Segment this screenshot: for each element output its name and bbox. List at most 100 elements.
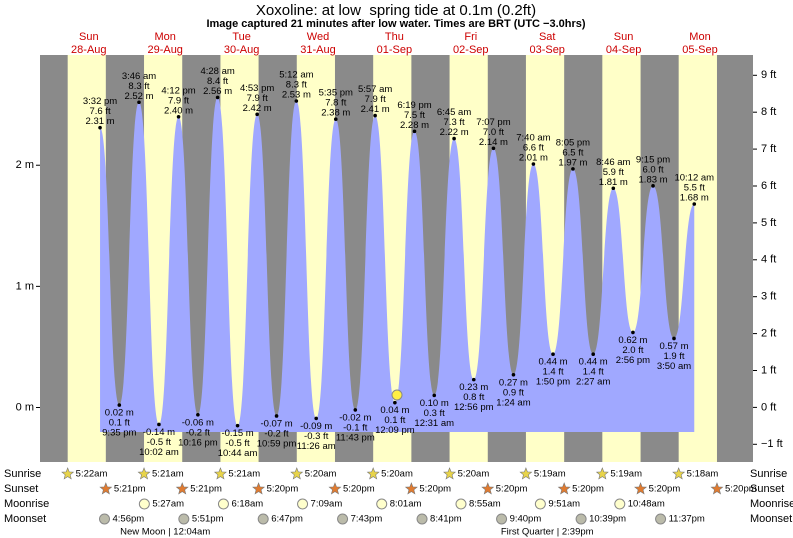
tide-time-label: 12:56 pm (454, 402, 494, 413)
day-date: 02-Sep (453, 44, 488, 56)
tide-time-label: 7:07 pm (476, 117, 510, 128)
icon (138, 498, 150, 510)
moonset-time: 4:56pm (113, 514, 145, 525)
tide-point (432, 393, 437, 398)
tide-feet-label: -0.2 ft (186, 427, 211, 438)
day-date: 04-Sep (606, 44, 641, 56)
tide-feet-label: 6.0 ft (642, 164, 663, 175)
tide-feet-label: 0.1 ft (109, 418, 130, 429)
tide-height-label: 0.10 m (420, 398, 449, 409)
tide-time-label: 1:24 am (496, 397, 530, 408)
tide-feet-label: 7.5 ft (404, 110, 425, 121)
sunset-time: 5:20pm (267, 484, 299, 495)
tide-time-label: 3:46 am (122, 71, 156, 82)
chart-subtitle: Image captured 21 minutes after low wate… (206, 18, 585, 30)
icon (328, 482, 342, 495)
tide-point (591, 352, 595, 356)
icon (217, 498, 229, 510)
y2-tick-label: 3 ft (761, 291, 776, 303)
tide-time-label: 10:02 am (139, 447, 179, 458)
sunrise-time: 5:21am (152, 469, 184, 480)
tide-time-label: 8:46 am (596, 157, 630, 168)
day-name: Sun (79, 31, 99, 43)
tide-height-label: 2.14 m (479, 137, 508, 148)
icon (575, 513, 587, 525)
row-label: Moonrise (4, 498, 49, 510)
icon (175, 482, 189, 495)
moonset-time: 8:41pm (430, 514, 462, 525)
tide-height-label: 2.38 m (321, 108, 350, 119)
sunset-time: 5:21pm (114, 484, 146, 495)
icon (137, 467, 151, 480)
icon (455, 498, 467, 510)
icon (672, 467, 686, 480)
tide-feet-label: 0.8 ft (463, 392, 484, 403)
tide-feet-label: 7.9 ft (247, 93, 268, 104)
tide-time-label: 12:31 am (414, 418, 454, 429)
tide-area (100, 97, 695, 432)
tide-feet-label: 8.4 ft (207, 76, 228, 87)
tide-point (137, 100, 141, 105)
icon (496, 513, 508, 525)
day-name: Sat (539, 31, 556, 43)
tide-height-label: 0.62 m (618, 335, 647, 346)
tide-feet-label: 0.3 ft (424, 408, 445, 419)
tide-feet-label: -0.5 ft (225, 438, 250, 449)
row-label: Sunrise (4, 468, 41, 480)
tide-point (651, 184, 655, 188)
moonset-time: 7:43pm (351, 514, 383, 525)
sunset-time: 5:20pm (496, 484, 528, 495)
tide-height-label: 0.57 m (659, 341, 688, 352)
sunrise-time: 5:20am (381, 469, 413, 480)
tide-point (393, 400, 397, 405)
tide-feet-label: 6.6 ft (523, 143, 544, 154)
tide-height-label: 2.31 m (86, 116, 115, 127)
day-name: Mon (689, 31, 710, 43)
tide-point (333, 117, 338, 121)
daylight-band (67, 55, 106, 462)
icon (481, 482, 495, 495)
icon (252, 482, 266, 495)
y-tick-label: 2 m (16, 159, 34, 171)
icon (337, 513, 349, 525)
tide-height-label: -0.06 m (182, 417, 214, 428)
tide-time-label: 5:12 am (279, 70, 313, 81)
y2-tick-label: 1 ft (761, 364, 776, 376)
sunrise-time: 5:20am (305, 469, 337, 480)
day-name: Wed (307, 31, 329, 43)
y-tick-label: 1 m (16, 280, 34, 292)
icon (634, 482, 648, 495)
moonrise-time: 6:18am (231, 499, 263, 510)
tide-feet-label: 7.0 ft (483, 127, 504, 138)
moonrise-time: 5:27am (152, 499, 184, 510)
chart-title: Xoxoline: at low spring tide at 0.1m (0.… (256, 2, 536, 19)
tide-time-label: 6:19 pm (397, 100, 431, 111)
icon (99, 482, 113, 495)
tide-height-label: -0.02 m (339, 412, 371, 423)
tide-height-label: -0.15 m (221, 428, 253, 439)
icon (404, 482, 418, 495)
icon (443, 467, 457, 480)
tide-time-label: 8:05 pm (556, 137, 590, 148)
tide-feet-label: 5.5 ft (684, 183, 705, 194)
tide-time-label: 2:56 pm (616, 355, 650, 366)
moonset-time: 6:47pm (271, 514, 303, 525)
tide-feet-label: 0.1 ft (384, 415, 405, 426)
tide-feet-label: 6.5 ft (562, 147, 583, 158)
tide-feet-label: 7.8 ft (325, 98, 346, 109)
tide-height-label: 2.01 m (519, 153, 548, 164)
tide-height-label: 2.42 m (243, 103, 272, 114)
day-date: 28-Aug (71, 44, 106, 56)
tide-time-label: 11:43 pm (336, 432, 375, 443)
tide-time-label: 7:40 am (516, 133, 550, 144)
tide-feet-label: 0.9 ft (503, 387, 524, 398)
tide-time-label: 4:53 pm (240, 83, 274, 94)
tide-feet-label: 5.9 ft (603, 167, 624, 178)
row-label: Moonset (750, 513, 792, 525)
tide-time-label: 11:26 am (297, 441, 336, 452)
tide-feet-label: -0.2 ft (264, 428, 289, 439)
icon (655, 513, 667, 525)
tide-height-label: 2.52 m (124, 91, 153, 102)
row-label: Sunset (750, 483, 784, 495)
